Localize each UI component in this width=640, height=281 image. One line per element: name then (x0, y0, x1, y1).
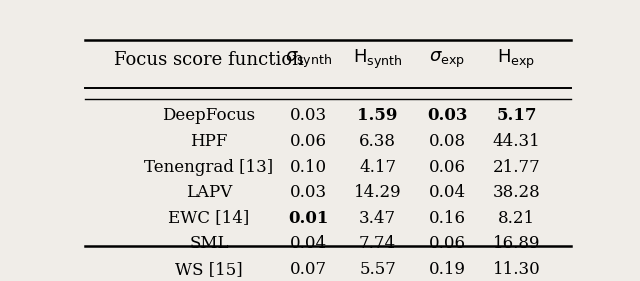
Text: 11.30: 11.30 (493, 261, 540, 278)
Text: Tenengrad [13]: Tenengrad [13] (145, 158, 273, 176)
Text: 5.17: 5.17 (496, 107, 537, 124)
Text: SML: SML (189, 235, 228, 252)
Text: 0.04: 0.04 (289, 235, 327, 252)
Text: 0.03: 0.03 (427, 107, 467, 124)
Text: 3.47: 3.47 (359, 210, 396, 226)
Text: 0.04: 0.04 (428, 184, 466, 201)
Text: $\sigma_{\mathrm{exp}}$: $\sigma_{\mathrm{exp}}$ (429, 49, 465, 70)
Text: EWC [14]: EWC [14] (168, 210, 250, 226)
Text: 0.06: 0.06 (290, 133, 326, 150)
Text: 0.06: 0.06 (429, 235, 465, 252)
Text: $\mathrm{H}_{\mathrm{synth}}$: $\mathrm{H}_{\mathrm{synth}}$ (353, 48, 403, 71)
Text: 21.77: 21.77 (493, 158, 540, 176)
Text: 7.74: 7.74 (359, 235, 396, 252)
Text: 38.28: 38.28 (493, 184, 540, 201)
Text: 0.01: 0.01 (288, 210, 328, 226)
Text: 8.21: 8.21 (498, 210, 535, 226)
Text: 0.06: 0.06 (429, 158, 465, 176)
Text: 0.16: 0.16 (429, 210, 465, 226)
Text: 4.17: 4.17 (359, 158, 396, 176)
Text: 0.03: 0.03 (289, 107, 327, 124)
Text: 14.29: 14.29 (354, 184, 401, 201)
Text: $\sigma_{\mathrm{synth}}$: $\sigma_{\mathrm{synth}}$ (285, 49, 332, 70)
Text: HPF: HPF (190, 133, 228, 150)
Text: 0.08: 0.08 (428, 133, 466, 150)
Text: 0.03: 0.03 (289, 184, 327, 201)
Text: 44.31: 44.31 (493, 133, 540, 150)
Text: 6.38: 6.38 (359, 133, 396, 150)
Text: 16.89: 16.89 (493, 235, 540, 252)
Text: $\mathrm{H}_{\mathrm{exp}}$: $\mathrm{H}_{\mathrm{exp}}$ (497, 48, 536, 71)
Text: DeepFocus: DeepFocus (163, 107, 255, 124)
Text: 0.19: 0.19 (429, 261, 465, 278)
Text: 5.57: 5.57 (359, 261, 396, 278)
Text: 1.59: 1.59 (357, 107, 398, 124)
Text: 0.07: 0.07 (289, 261, 327, 278)
Text: WS [15]: WS [15] (175, 261, 243, 278)
Text: 0.10: 0.10 (289, 158, 327, 176)
Text: Focus score function: Focus score function (114, 51, 304, 69)
Text: LAPV: LAPV (186, 184, 232, 201)
